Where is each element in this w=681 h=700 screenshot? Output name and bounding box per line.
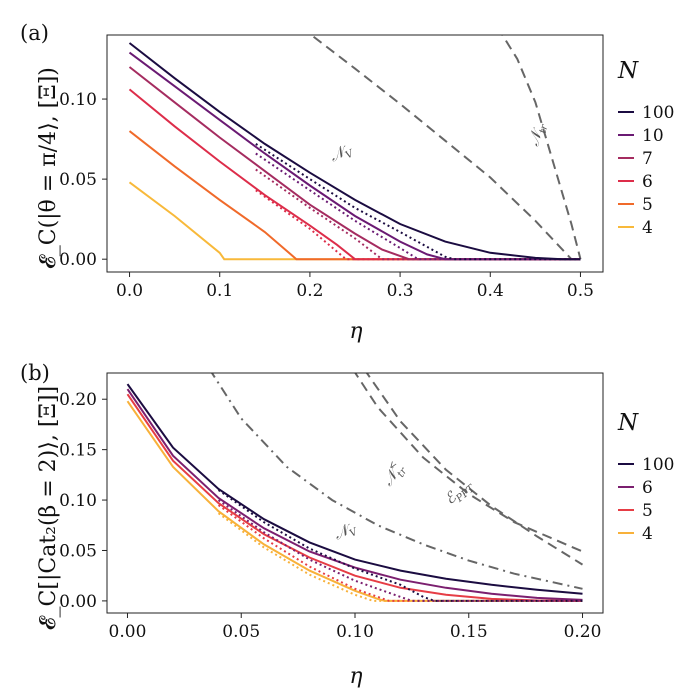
panel-a-frame <box>106 34 604 273</box>
series-dotted-line <box>255 168 581 261</box>
panel-a-ylabel: 𝓔_C(|θ = π/4⟩, [Ξ]) <box>36 67 61 269</box>
legend-label: 4 <box>642 218 653 238</box>
legend-label: 5 <box>642 501 653 521</box>
series-line <box>128 181 581 261</box>
x-tick-label: 0.2 <box>296 281 323 301</box>
x-tick-label: 0.00 <box>109 622 147 642</box>
x-tick-label: 0.10 <box>336 622 374 642</box>
bound-curve <box>354 373 583 553</box>
panel-b-ylabel: 𝓔_C[|Cat₂(β = 2)⟩, [Ξ]] <box>36 386 61 630</box>
x-tick-label: 0.20 <box>564 622 602 642</box>
x-tick-label: 0.0 <box>116 281 143 301</box>
series-line <box>128 51 581 261</box>
legend-label: 100 <box>642 455 674 475</box>
x-tick-label: 0.15 <box>450 622 488 642</box>
legend-title: N <box>617 58 639 84</box>
legend-label: 4 <box>642 524 653 544</box>
y-tick-label: 0.00 <box>59 592 97 612</box>
panel-b-plot-area <box>126 373 584 602</box>
legend-label: 10 <box>642 126 664 146</box>
series-line <box>126 383 583 595</box>
bound-curve <box>309 35 573 260</box>
y-tick-label: 0.15 <box>59 441 97 461</box>
y-tick-label: 0.10 <box>59 491 97 511</box>
legend-label: 6 <box>642 172 653 192</box>
series-line <box>128 66 581 261</box>
series-dotted-line <box>217 499 583 602</box>
annotation-ntr-b: 𝒩tr< <box>378 458 411 491</box>
y-tick-label: 0.20 <box>59 390 97 410</box>
panel-b-frame <box>106 372 604 614</box>
annotation-ntr-a: 𝒩tr <box>524 120 550 149</box>
x-tick-label: 0.05 <box>222 622 260 642</box>
legend-label: 6 <box>642 478 653 498</box>
series-dotted-line <box>217 504 583 602</box>
series-line <box>128 42 581 261</box>
x-tick-label: 0.4 <box>477 281 504 301</box>
bound-curve <box>365 373 584 566</box>
series-line <box>128 130 581 261</box>
y-tick-label: 0.10 <box>59 90 97 110</box>
panel-b-ticks: 0.00 0.05 0.10 0.15 0.20 0.00 0.05 0.10 0.15 0.20 <box>59 390 601 642</box>
x-tick-label: 0.1 <box>206 281 233 301</box>
y-tick-label: 0.05 <box>59 541 97 561</box>
series-line <box>128 88 581 261</box>
series-line <box>126 393 583 602</box>
annotation-nv-b: 𝒩V <box>331 517 361 546</box>
panel-a-plot-area <box>128 35 582 261</box>
series-line <box>126 400 583 602</box>
bound-curve <box>501 35 582 260</box>
y-tick-label: 0.05 <box>59 170 97 190</box>
legend-label: 7 <box>642 149 653 169</box>
panel-a-xlabel: η <box>349 319 362 344</box>
y-tick-label: 0.00 <box>59 250 97 270</box>
series-line <box>126 388 583 601</box>
legend-title: N <box>617 410 639 436</box>
panel-b: (b) 𝓔_C[|Cat₂(β = 2)⟩, [Ξ]] η 0.00 0.05 0.… <box>20 361 674 689</box>
legend-label: 5 <box>642 195 653 215</box>
panel-b-label: (b) <box>20 361 50 385</box>
panel-a-ticks: 0.0 0.1 0.2 0.3 0.4 0.5 0.00 0.05 0.10 <box>59 90 594 301</box>
legend-label: 100 <box>642 103 674 123</box>
panel-a-annotations: 𝒩V 𝒩tr <box>326 120 550 169</box>
x-tick-label: 0.5 <box>567 281 594 301</box>
panel-a: (a) 𝓔_C(|θ = π/4⟩, [Ξ]) η 0.0 0.1 0.2 0.3 0.… <box>20 21 674 344</box>
annotation-nv-a: 𝒩V <box>326 139 356 169</box>
series-dotted-line <box>217 489 583 602</box>
panel-b-xlabel: η <box>349 664 362 689</box>
panel-a-label: (a) <box>20 21 49 45</box>
x-tick-label: 0.3 <box>387 281 414 301</box>
panel-b-annotations: 𝒩V 𝒩tr< ℰPPT <box>331 458 478 546</box>
